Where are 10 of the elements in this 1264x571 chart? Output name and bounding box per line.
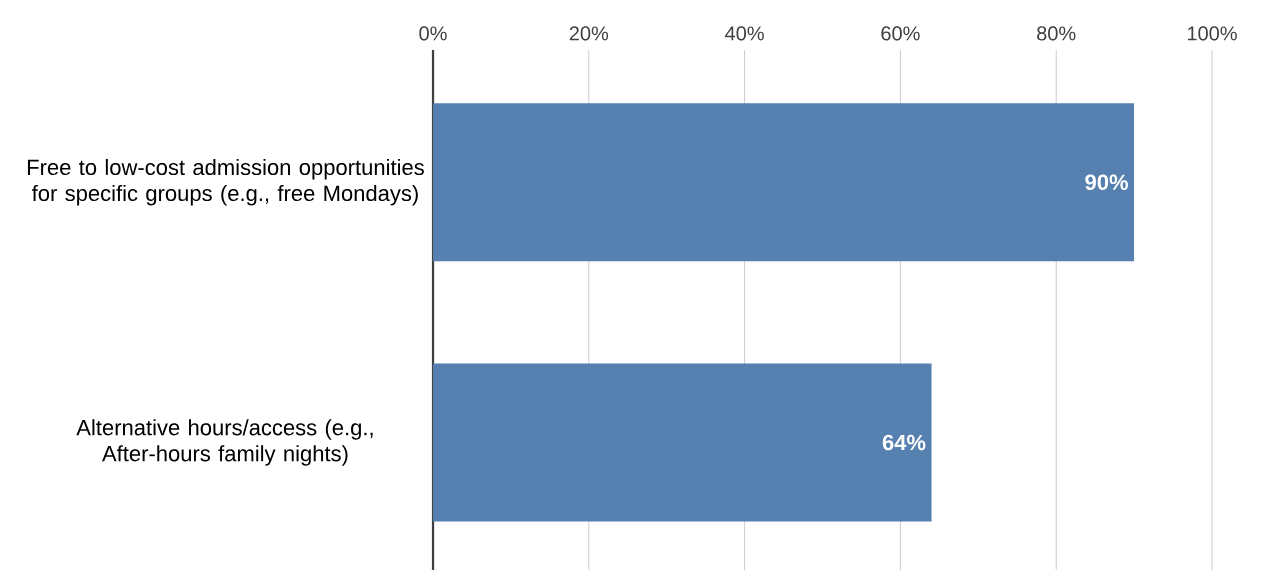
x-tick-label: 0% [419, 26, 447, 41]
x-tick-label: 20% [569, 26, 609, 41]
x-tick-label: 80% [1037, 26, 1076, 41]
y-tick-label: Free to low-cost admission opportunities for specific groups (e.g., free Mondays) [27, 158, 424, 206]
x-tick-label: 60% [881, 26, 920, 41]
data-label: 64% [882, 434, 926, 451]
x-tick-label: 100% [1187, 26, 1237, 41]
y-tick-label: Alternative hours/access (e.g., After-hours family nights) [76, 419, 373, 466]
x-tick-label: 40% [725, 26, 764, 41]
data-label: 90% [1085, 174, 1128, 190]
